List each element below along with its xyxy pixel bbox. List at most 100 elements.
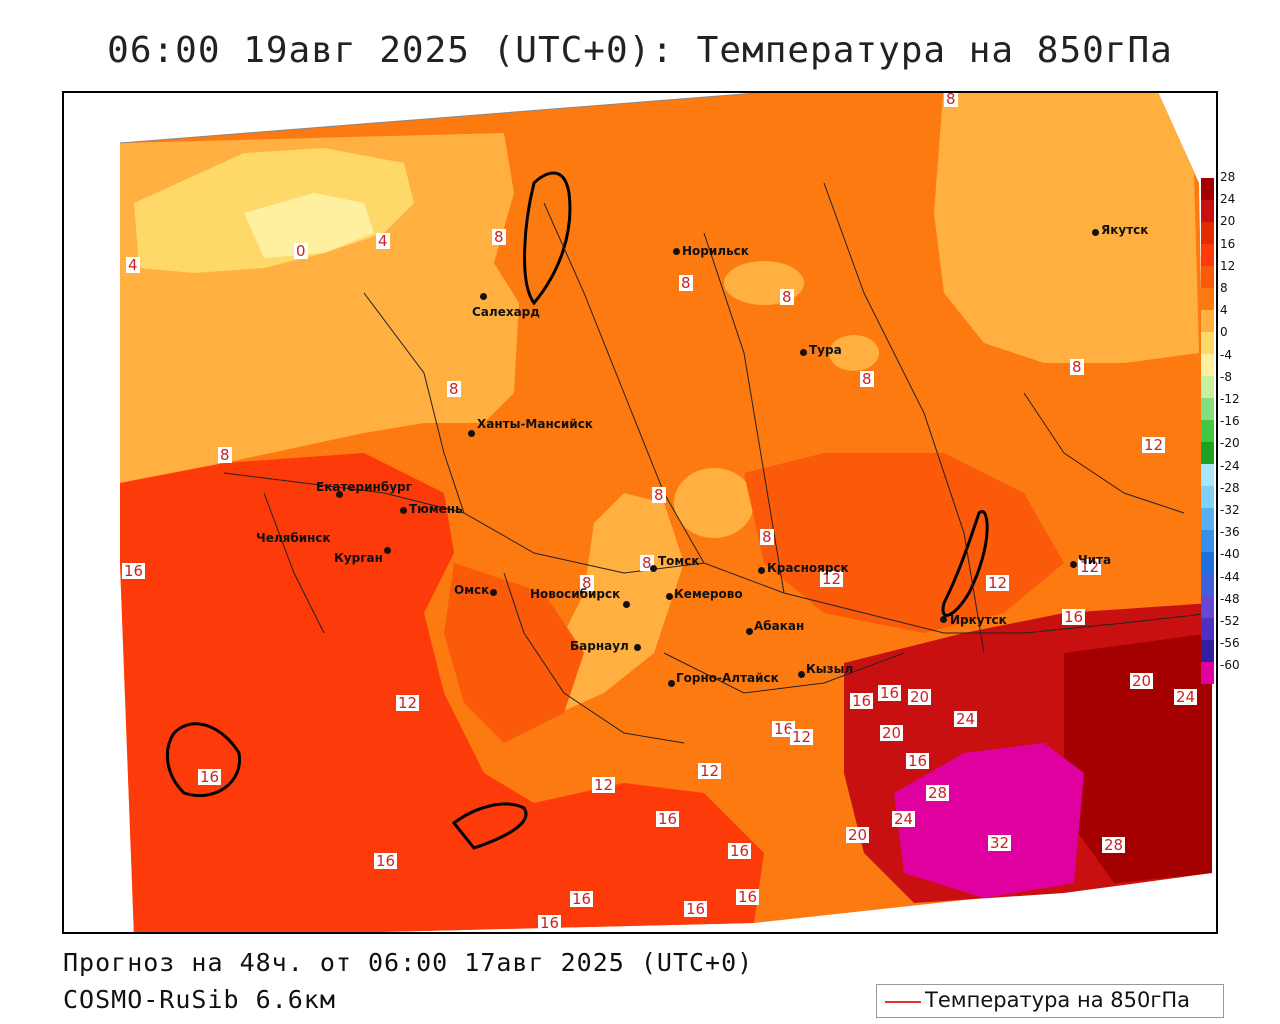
colorbar-segment bbox=[1201, 244, 1214, 266]
colorbar-tick-label: 4 bbox=[1220, 303, 1228, 318]
colorbar-tick-label: -8 bbox=[1220, 369, 1232, 384]
colorbar-segment bbox=[1201, 574, 1214, 596]
colorbar-segment bbox=[1201, 398, 1214, 420]
contour-label: 24 bbox=[1174, 688, 1198, 706]
colorbar bbox=[1201, 178, 1214, 684]
colorbar-tick-label: -44 bbox=[1220, 569, 1240, 584]
colorbar-segment bbox=[1201, 530, 1214, 552]
contour-label: 12 bbox=[790, 728, 814, 746]
model-info: COSMO-RuSib 6.6км bbox=[63, 985, 336, 1014]
city-label-khanty-mansiysk: Ханты-Мансийск bbox=[477, 417, 593, 431]
contour-label: 24 bbox=[892, 810, 916, 828]
patch-krasnoyarsk bbox=[674, 468, 754, 538]
colorbar-tick-label: 24 bbox=[1220, 192, 1236, 207]
contour-label: 8 bbox=[218, 446, 232, 464]
city-dot bbox=[634, 644, 641, 651]
lake-baikal bbox=[941, 509, 989, 617]
colorbar-segment bbox=[1201, 288, 1214, 310]
contour-label: 4 bbox=[126, 256, 140, 274]
contour-label: 28 bbox=[1102, 836, 1126, 854]
city-dot bbox=[490, 589, 497, 596]
colorbar-tick-label: 0 bbox=[1220, 325, 1228, 340]
colorbar-tick-label: -24 bbox=[1220, 458, 1240, 473]
temperature-map: 8 4 0 4 8 8 8 8 8 8 8 12 8 8 8 8 16 12 1… bbox=[62, 91, 1218, 934]
contour-label: 12 bbox=[396, 694, 420, 712]
contour-label: 20 bbox=[1130, 672, 1154, 690]
contour-label: 4 bbox=[376, 232, 390, 250]
city-dot bbox=[1092, 229, 1099, 236]
colorbar-segment bbox=[1201, 486, 1214, 508]
contour-label: 12 bbox=[1142, 436, 1166, 454]
city-dot bbox=[480, 293, 487, 300]
contour-label: 16 bbox=[736, 888, 760, 906]
contour-label: 24 bbox=[954, 710, 978, 728]
contour-label: 8 bbox=[1070, 358, 1084, 376]
colorbar-tick-label: -16 bbox=[1220, 414, 1240, 429]
colorbar-segment bbox=[1201, 640, 1214, 662]
patch-tura bbox=[829, 335, 879, 371]
colorbar-tick-label: 20 bbox=[1220, 214, 1236, 229]
colorbar-tick-label: -40 bbox=[1220, 547, 1240, 562]
colorbar-segment bbox=[1201, 200, 1214, 222]
zone-8-northeast bbox=[934, 93, 1199, 363]
colorbar-tick-label: -60 bbox=[1220, 658, 1240, 673]
contour-label: 8 bbox=[760, 528, 774, 546]
colorbar-tick-label: -48 bbox=[1220, 591, 1240, 606]
colorbar-segment bbox=[1201, 354, 1214, 376]
contour-label: 16 bbox=[198, 768, 222, 786]
colorbar-segment bbox=[1201, 332, 1214, 354]
contour-label: 16 bbox=[1062, 608, 1086, 626]
city-label-norilsk: Норильск bbox=[682, 244, 749, 258]
city-label-kemerovo: Кемерово bbox=[674, 587, 743, 601]
colorbar-segment bbox=[1201, 420, 1214, 442]
contour-label: 16 bbox=[656, 810, 680, 828]
colorbar-tick-label: -32 bbox=[1220, 503, 1240, 517]
contour-label: 32 bbox=[988, 834, 1012, 852]
colorbar-segment bbox=[1201, 222, 1214, 244]
contour-label: 8 bbox=[679, 274, 693, 292]
contour-label: 8 bbox=[860, 370, 874, 388]
colorbar-segment bbox=[1201, 442, 1214, 464]
balkhash-lake bbox=[451, 802, 528, 850]
contour-label: 8 bbox=[652, 486, 666, 504]
zone-16-southwest bbox=[120, 453, 764, 932]
map-title: 06:00 19авг 2025 (UTC+0): Температура на… bbox=[107, 30, 1173, 71]
colorbar-tick-label: 28 bbox=[1220, 170, 1236, 184]
ob-gulf bbox=[523, 171, 572, 306]
colorbar-segment bbox=[1201, 552, 1214, 574]
contour-label: 0 bbox=[294, 242, 308, 260]
city-label-abakan: Абакан bbox=[754, 619, 805, 633]
colorbar-segment bbox=[1201, 618, 1214, 640]
legend-line-swatch bbox=[885, 1001, 921, 1003]
forecast-info: Прогноз на 48ч. от 06:00 17авг 2025 (UTC… bbox=[63, 948, 754, 977]
contour-label: 8 bbox=[580, 574, 594, 592]
colorbar-segment bbox=[1201, 596, 1214, 618]
city-dot bbox=[650, 565, 657, 572]
city-dot bbox=[623, 601, 630, 608]
colorbar-tick-label: -56 bbox=[1220, 636, 1240, 651]
city-label-irkutsk: Иркутск bbox=[950, 613, 1007, 627]
contour-label: 8 bbox=[780, 288, 794, 306]
contour-label: 20 bbox=[908, 688, 932, 706]
colorbar-tick-label: -4 bbox=[1220, 347, 1232, 362]
legend-label: Температура на 850гПа bbox=[925, 988, 1191, 1012]
zone-12-baikal bbox=[744, 453, 1064, 633]
city-label-krasnoyarsk: Красноярск bbox=[767, 561, 849, 575]
legend: Температура на 850гПа bbox=[876, 984, 1224, 1018]
city-label-tura: Тура bbox=[809, 343, 842, 357]
city-dot bbox=[673, 248, 680, 255]
contour-label: 20 bbox=[880, 724, 904, 742]
city-dot bbox=[800, 349, 807, 356]
city-label-barnaul: Барнаул bbox=[570, 639, 629, 653]
contour-label: 16 bbox=[772, 720, 796, 738]
contour-label: 12 bbox=[986, 574, 1010, 592]
contour-label: 16 bbox=[878, 684, 902, 702]
colorbar-segment bbox=[1201, 178, 1214, 200]
zone-12-kazakh bbox=[444, 563, 584, 743]
colorbar-tick-label: -52 bbox=[1220, 614, 1240, 628]
city-dot bbox=[384, 547, 391, 554]
city-dot bbox=[798, 671, 805, 678]
contour-label: 16 bbox=[684, 900, 708, 918]
city-label-yakutsk: Якутск bbox=[1101, 223, 1149, 237]
colorbar-segment bbox=[1201, 508, 1214, 530]
